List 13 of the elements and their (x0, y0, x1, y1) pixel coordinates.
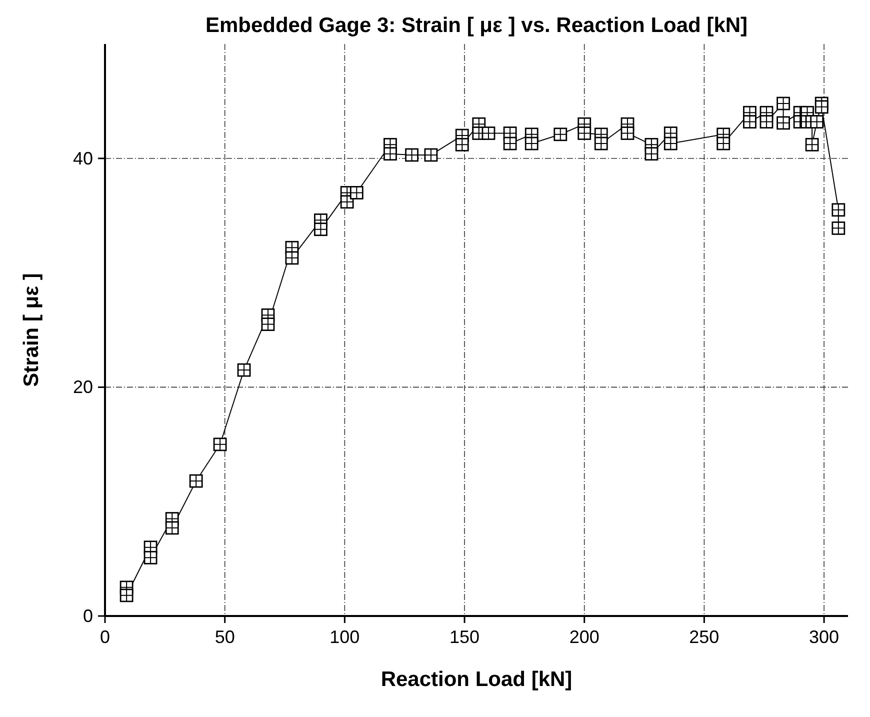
x-tick-label: 200 (569, 627, 600, 647)
x-tick-label: 50 (214, 627, 235, 647)
y-tick-label: 0 (82, 606, 93, 626)
x-tick-label: 0 (100, 627, 110, 647)
x-tick-label: 100 (330, 627, 360, 647)
y-tick-label: 40 (72, 148, 93, 168)
x-tick-label: 150 (449, 627, 480, 647)
chart-title: Embedded Gage 3: Strain [ με ] vs. Reaction Load [kN] (205, 14, 748, 37)
y-tick-label: 20 (72, 377, 93, 398)
x-tick-label: 300 (809, 627, 840, 647)
x-tick-label: 250 (689, 627, 720, 647)
x-axis-title: Reaction Load [kN] (380, 668, 572, 691)
y-axis-title: Strain [ με ] (20, 273, 43, 387)
